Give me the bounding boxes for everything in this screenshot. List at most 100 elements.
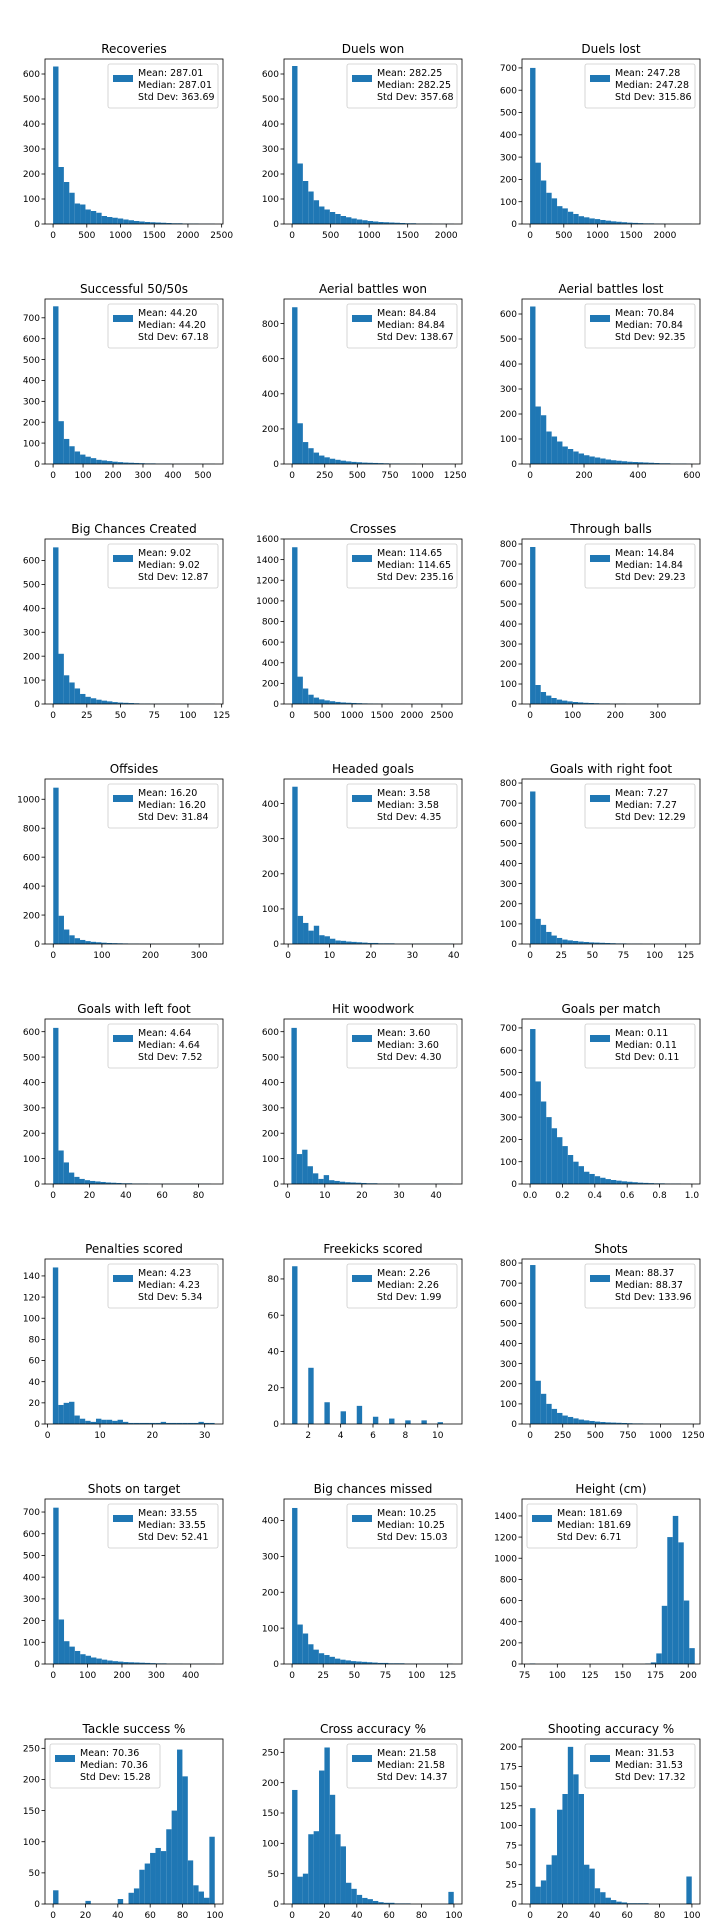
chart-17-bar-1 <box>535 1380 541 1424</box>
chart-12-bar-10 <box>105 1182 112 1184</box>
chart-2-bar-3 <box>546 192 552 224</box>
chart-14-bar-20 <box>637 1182 644 1184</box>
chart-21-bar-21 <box>166 1829 172 1904</box>
chart-23-bar-13 <box>600 1892 606 1904</box>
chart-8-ytick-label-5: 500 <box>500 600 517 610</box>
chart-13-ytick-label-1: 100 <box>262 1155 279 1165</box>
chart-17-xtick-label-5: 1250 <box>682 1431 705 1441</box>
chart-23-bar-4 <box>551 1855 558 1904</box>
chart-2-bar-18 <box>627 222 633 224</box>
chart-0-bar-4 <box>74 203 81 224</box>
chart-4-bar-3 <box>308 448 314 464</box>
chart-2-bar-2 <box>540 180 547 224</box>
chart-21-xtick-label-5: 100 <box>206 1911 223 1920</box>
chart-11-bar-6 <box>562 939 568 944</box>
chart-5-ytick-label-3: 300 <box>500 385 517 395</box>
chart-10-xtick-label-0: 0 <box>285 951 291 961</box>
chart-6-legend-line-1: Median: 9.02 <box>138 560 200 571</box>
chart-21-bar-28 <box>203 1897 210 1904</box>
chart-22-bar-12 <box>356 1894 363 1904</box>
chart-15-xtick-label-1: 10 <box>94 1431 106 1441</box>
chart-22-bar-15 <box>372 1900 379 1904</box>
chart-2-bar-20 <box>637 223 644 224</box>
chart-1-bar-0 <box>292 66 298 224</box>
chart-6-bar-6 <box>85 696 91 704</box>
chart-13-bar-1 <box>296 1154 303 1184</box>
chart-23-bar-1 <box>535 1886 541 1904</box>
chart-23-legend-line-0: Mean: 31.53 <box>615 1748 674 1759</box>
chart-20-axes-frame <box>521 1498 701 1665</box>
chart-14-ytick-label-3: 300 <box>500 1113 517 1123</box>
chart-11-legend-line-1: Median: 7.27 <box>615 800 677 811</box>
chart-16-bar-15 <box>372 1416 379 1424</box>
chart-16-bar-6 <box>324 1402 330 1424</box>
chart-10-ytick-label-0: 0 <box>273 940 279 950</box>
chart-14-ytick-label-4: 400 <box>500 1091 517 1101</box>
chart-11-xtick-label-5: 125 <box>677 951 694 961</box>
chart-19-bar-12 <box>356 1661 362 1664</box>
chart-23-bar-2 <box>540 1880 547 1904</box>
chart-0-bar-21 <box>166 223 172 224</box>
chart-21-ytick-label-3: 150 <box>23 1807 40 1817</box>
chart-4-bar-15 <box>372 462 379 464</box>
chart-22-ytick-label-0: 0 <box>273 1900 279 1910</box>
chart-6-bar-7 <box>90 698 97 704</box>
chart-21-bar-12 <box>117 1899 124 1904</box>
chart-2-xtick-label-0: 0 <box>527 231 533 241</box>
chart-11-bar-14 <box>605 942 611 944</box>
chart-19-xtick-label-5: 125 <box>439 1671 456 1681</box>
chart-21-bar-0 <box>53 1890 59 1904</box>
chart-21-bar-14 <box>128 1892 134 1904</box>
chart-12-bar-7 <box>90 1180 96 1184</box>
chart-12-ytick-label-2: 200 <box>23 1129 40 1139</box>
chart-11-xtick-label-2: 50 <box>587 951 599 961</box>
chart-3-bar-8 <box>96 459 102 464</box>
chart-2-title: Duels lost <box>581 42 641 56</box>
chart-20: 75 100 125 150 175 200 0 200 400 600 800 1000 1200 14… <box>494 1482 701 1681</box>
chart-7-bar-12 <box>356 703 363 704</box>
chart-6-bar-9 <box>101 700 108 704</box>
chart-10-bar-10 <box>346 941 352 944</box>
chart-21-bar-22 <box>171 1810 178 1904</box>
chart-4-bar-10 <box>345 461 352 464</box>
chart-19-ytick-label-4: 400 <box>262 1517 279 1527</box>
chart-19-xtick-label-2: 50 <box>349 1671 361 1681</box>
chart-2-legend-line-1: Median: 247.28 <box>615 80 689 91</box>
chart-17-bar-3 <box>546 1403 552 1424</box>
chart-17-bar-11 <box>589 1420 595 1424</box>
chart-20-ytick-label-4: 800 <box>500 1576 517 1586</box>
chart-3-xtick-label-2: 200 <box>104 471 121 481</box>
chart-18-bar-9 <box>101 1659 108 1664</box>
chart-5-bar-23 <box>654 463 660 464</box>
chart-23-xtick-label-1: 20 <box>557 1911 569 1920</box>
chart-20-xtick-label-2: 125 <box>581 1671 598 1681</box>
chart-6-ytick-label-0: 0 <box>34 700 40 710</box>
chart-10-bar-0 <box>292 786 298 944</box>
chart-15-bar-24 <box>182 1422 188 1424</box>
chart-11-xtick-label-4: 100 <box>646 951 663 961</box>
chart-11-bar-4 <box>551 935 557 944</box>
chart-13-ytick-label-3: 300 <box>262 1104 279 1114</box>
chart-12-xtick-label-0: 0 <box>50 1191 56 1201</box>
chart-1-legend-line-2: Std Dev: 357.68 <box>377 92 454 103</box>
chart-17-ytick-label-1: 100 <box>500 1400 517 1410</box>
chart-5-bar-12 <box>594 457 601 464</box>
chart-23-bar-0 <box>530 1808 536 1904</box>
chart-23-legend-line-2: Std Dev: 17.32 <box>615 1772 686 1783</box>
chart-18-bar-13 <box>123 1662 129 1664</box>
chart-8-ytick-label-6: 600 <box>500 580 517 590</box>
chart-15-bar-1 <box>58 1404 64 1424</box>
chart-17-axes-frame <box>521 1258 701 1425</box>
chart-15-bar-14 <box>128 1422 134 1424</box>
chart-19-bar-13 <box>361 1661 368 1664</box>
chart-0-bar-3 <box>69 192 75 224</box>
chart-19-legend-line-1: Median: 10.25 <box>377 1520 445 1531</box>
chart-6-legend-line-2: Std Dev: 12.87 <box>138 572 209 583</box>
chart-0-xtick-label-0: 0 <box>50 231 56 241</box>
chart-11-bar-13 <box>599 942 606 944</box>
chart-4-bar-5 <box>319 455 325 464</box>
chart-23-bar-29 <box>686 1876 692 1904</box>
chart-22-legend-line-2: Std Dev: 14.37 <box>377 1772 448 1783</box>
chart-8-bar-1 <box>535 685 541 704</box>
chart-15-bar-5 <box>79 1418 86 1424</box>
